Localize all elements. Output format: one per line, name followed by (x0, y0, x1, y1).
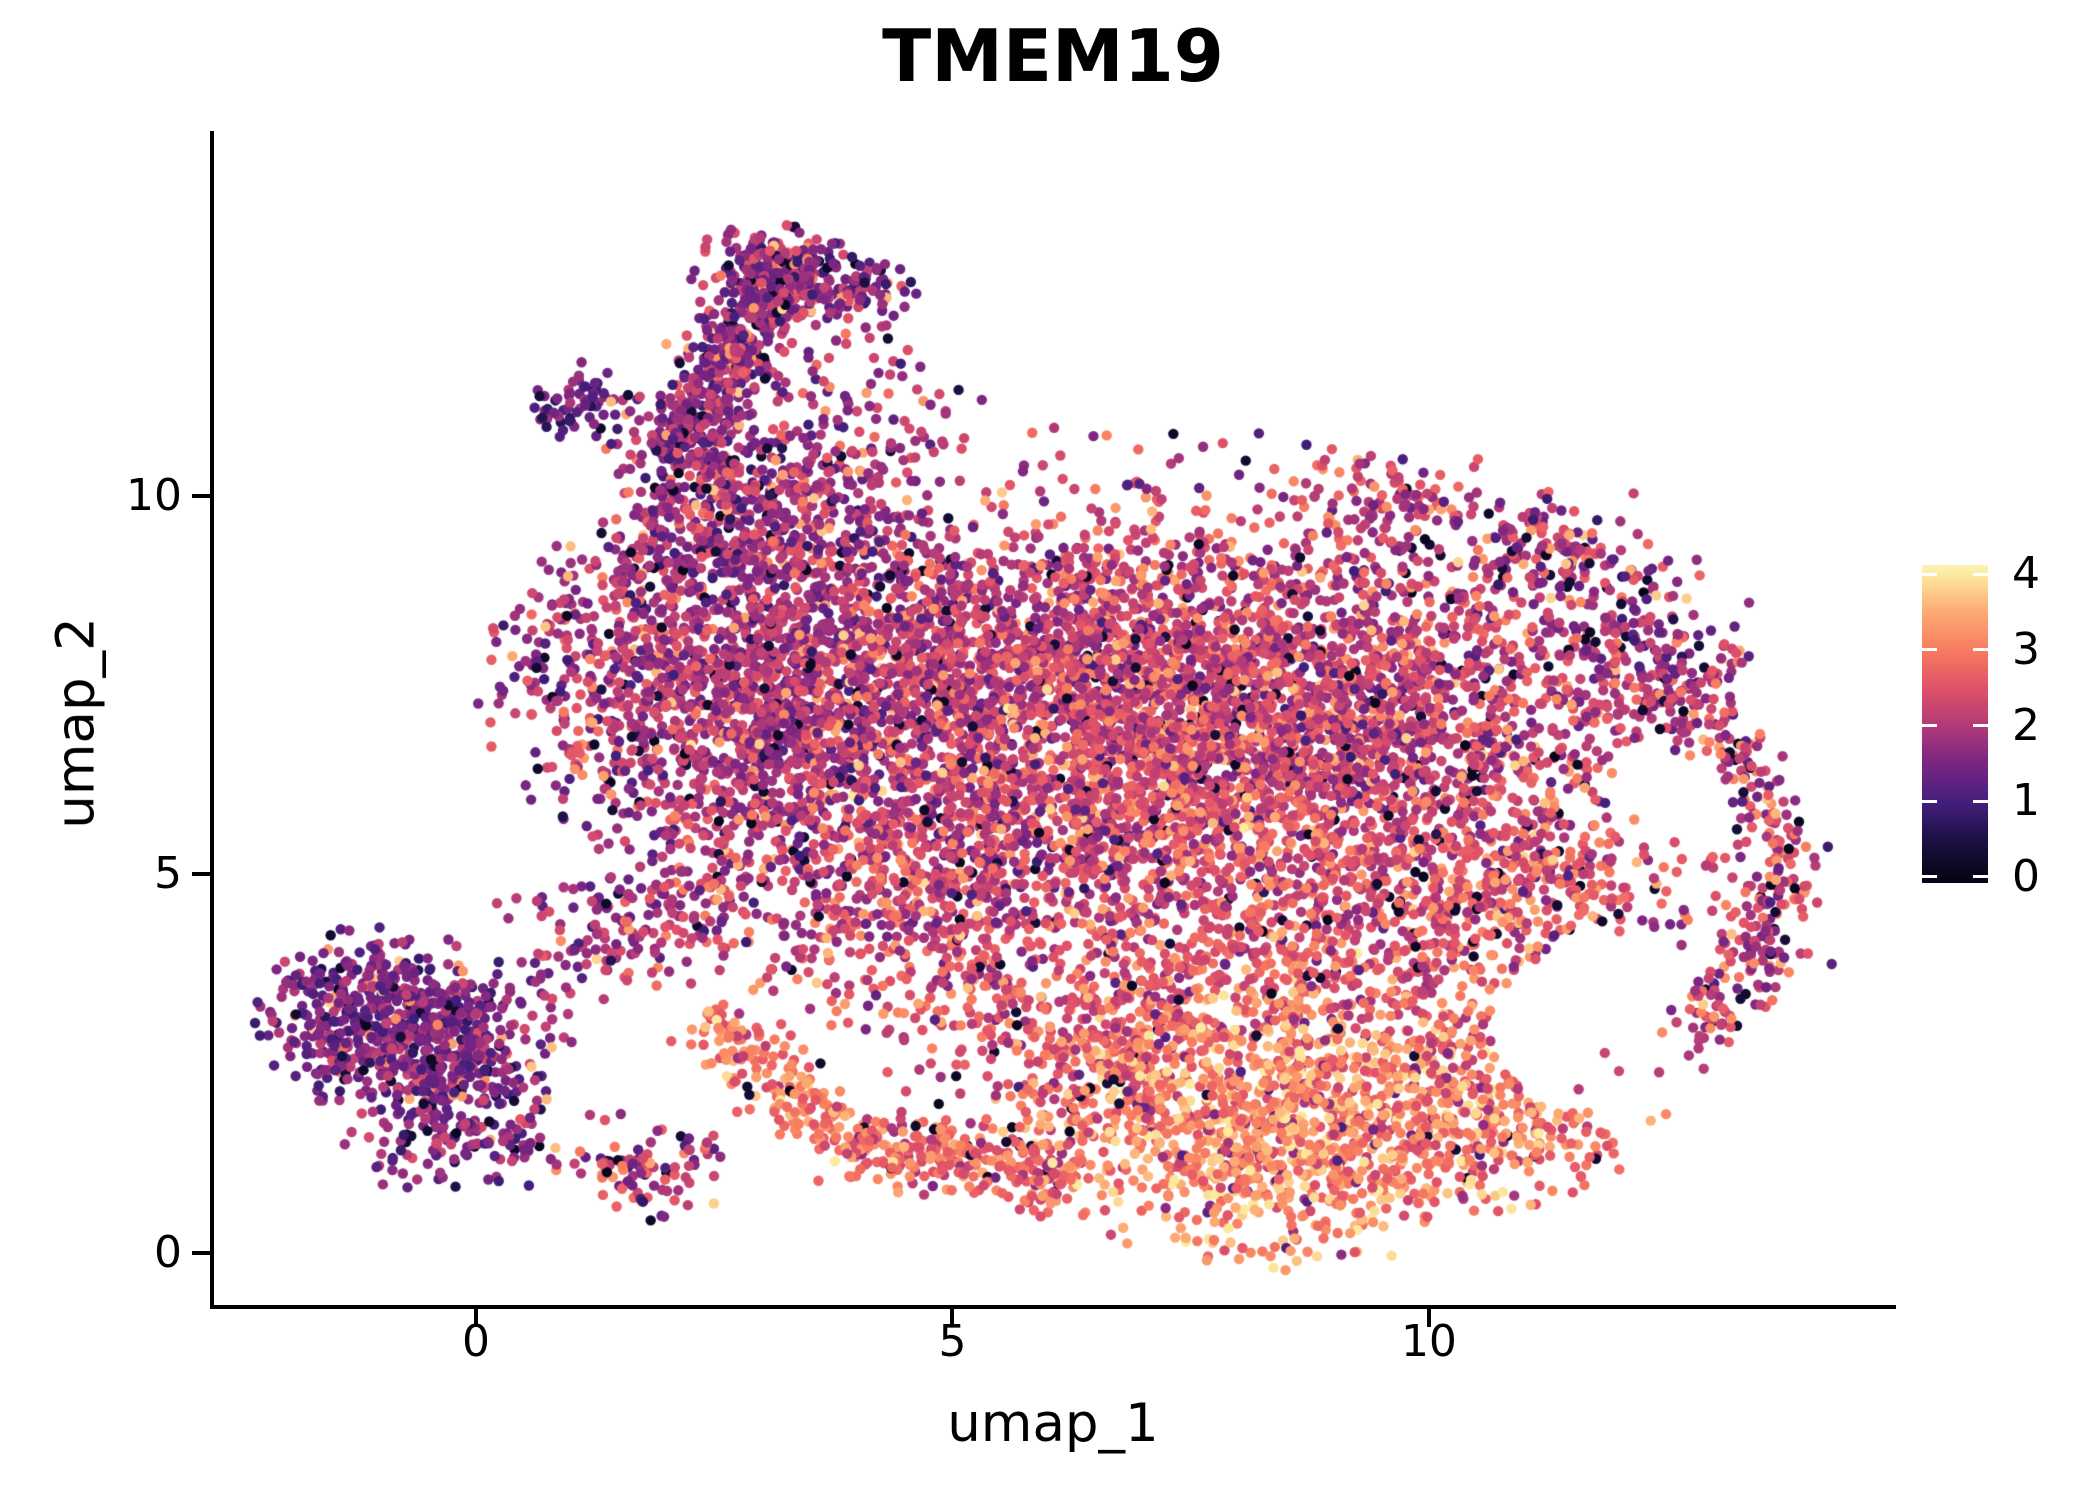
y-tick-label: 10 (126, 469, 182, 521)
colorbar-tick-mark (1973, 799, 1988, 803)
colorbar-tick-mark (1922, 724, 1937, 727)
y-tick-mark (192, 1250, 210, 1255)
x-axis-label: umap_1 (947, 1393, 1159, 1454)
y-tick-label: 5 (154, 848, 182, 900)
colorbar-tick-mark (1922, 572, 1937, 576)
colorbar-tick-mark (1973, 724, 1988, 727)
colorbar-tick-mark (1922, 799, 1937, 803)
y-axis-spine (210, 131, 214, 1309)
x-tick-label: 0 (461, 1316, 490, 1367)
y-axis-label: umap_2 (45, 617, 107, 829)
x-axis-spine (210, 1305, 1896, 1309)
x-tick-mark (1426, 1309, 1431, 1327)
y-tick-mark (192, 493, 210, 498)
colorbar-tick-label: 0 (2012, 850, 2040, 902)
colorbar-tick-label: 1 (2012, 775, 2040, 827)
x-tick-mark (473, 1309, 478, 1327)
colorbar-tick-mark (1922, 875, 1937, 879)
colorbar-tick-mark (1973, 572, 1988, 576)
x-tick-label: 10 (1400, 1316, 1457, 1367)
x-tick-mark (950, 1309, 955, 1327)
chart-title: TMEM19 (882, 14, 1224, 98)
colorbar-tick-mark (1922, 648, 1937, 652)
colorbar-tick-label: 3 (2012, 623, 2040, 675)
colorbar-tick-label: 2 (2012, 699, 2040, 751)
colorbar-tick-mark (1973, 648, 1988, 652)
colorbar-tick-mark (1973, 875, 1988, 879)
y-tick-label: 0 (154, 1226, 182, 1278)
colorbar-tick-label: 4 (2012, 548, 2040, 600)
y-tick-mark (192, 872, 210, 877)
x-tick-label: 5 (938, 1316, 967, 1367)
